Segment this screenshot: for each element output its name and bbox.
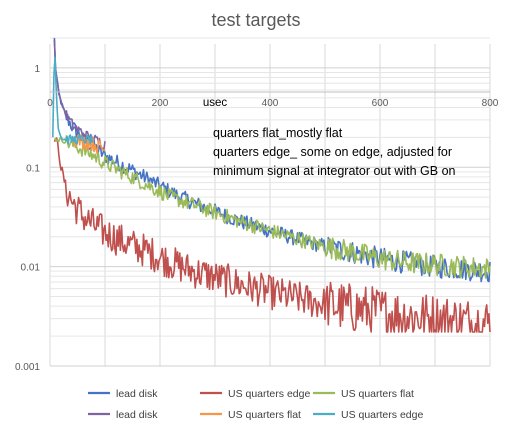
legend-label: US quarters flat [228,409,301,421]
y-tick-label: 1 [34,64,40,75]
x-tick-label: 0 [47,98,53,109]
y-tick-label: 0.1 [26,163,40,174]
legend: lead disk US quarters edge US quarters fla… [88,388,423,421]
grid [49,37,491,367]
x-tick-label: 400 [262,98,279,109]
annotation-line-3: minimum signal at integrator out with GB… [213,164,456,178]
y-tick-label: 0.001 [15,362,40,373]
annotation-line-1: quarters flat_mostly flat [213,126,343,140]
y-tick-label: 0.01 [21,263,41,274]
series-line-5 [71,134,106,154]
series-lines [52,37,491,333]
tick-labels: 0 200 400 600 800 1 0.1 0.01 0.001 [15,64,499,373]
x-tick-label: 200 [152,98,169,109]
x-tick-label: 800 [482,98,499,109]
series-line-6 [52,56,94,145]
legend-label: US quarters edge [228,388,310,400]
legend-label: US quarters edge [341,409,423,421]
series-line-4 [53,39,106,150]
annotation-line-2: quarters edge_ some on edge, adjusted fo… [213,145,452,159]
legend-label: lead disk [116,409,158,421]
chart-title: test targets [211,10,300,30]
legend-label: lead disk [116,388,158,400]
x-axis-label: usec [203,97,228,109]
series-line-2 [53,137,491,333]
series-line-3 [53,135,491,279]
annotations: quarters flat_mostly flat quarters edge_… [213,126,456,178]
legend-label: US quarters flat [341,388,414,400]
x-tick-label: 600 [372,98,389,109]
